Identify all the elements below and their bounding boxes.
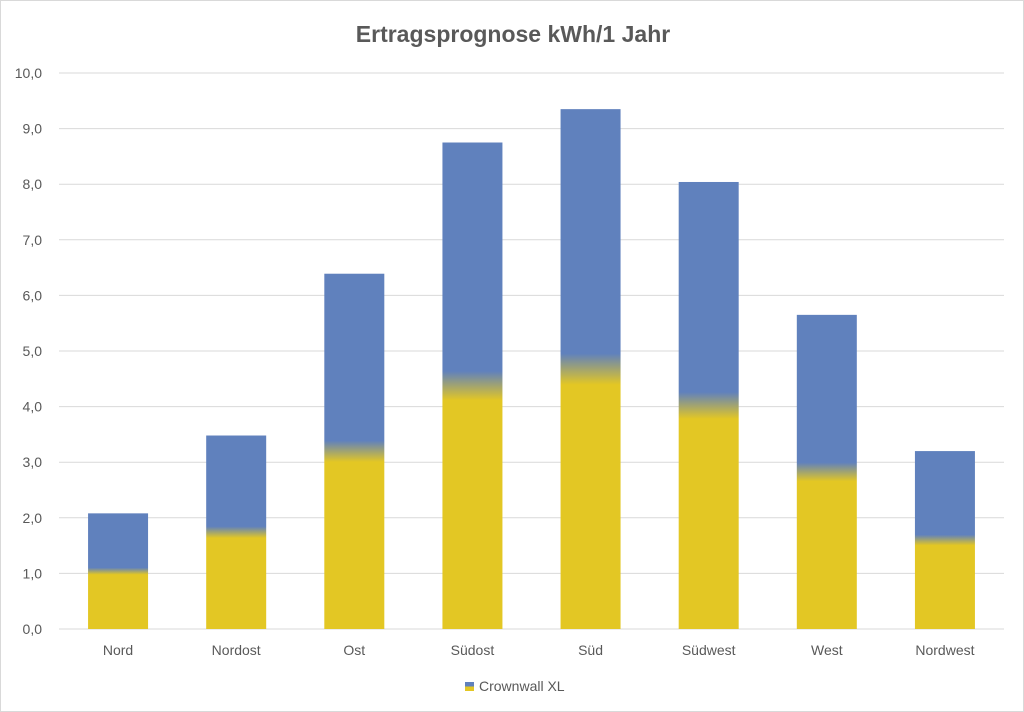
y-tick-label: 6,0 [23, 287, 43, 303]
bar-südost[interactable] [442, 142, 503, 630]
y-tick-label: 4,0 [23, 399, 43, 415]
y-tick-label: 10,0 [15, 65, 42, 81]
y-tick-label: 9,0 [23, 121, 43, 137]
bar-nordwest[interactable] [914, 451, 975, 629]
y-tick-label: 2,0 [23, 510, 43, 526]
y-tick-label: 5,0 [23, 343, 43, 359]
grid-layer [59, 72, 1004, 630]
x-tick-label: Südwest [682, 642, 736, 658]
y-axis-ticks: 0,0 1,0 2,0 3,0 4,0 5,0 6,0 7,0 8,0 9,0 10,0 [15, 65, 42, 637]
y-tick-label: 3,0 [23, 454, 43, 470]
x-axis-ticks: Nord Nordost Ost Südost Süd Südwest West Nordwe… [103, 642, 975, 658]
x-tick-label: Nord [103, 642, 133, 658]
y-tick-label: 8,0 [23, 176, 43, 192]
bar-südwest[interactable] [678, 181, 739, 629]
legend-swatch [465, 682, 474, 691]
bar-süd[interactable] [560, 109, 621, 629]
x-tick-label: Nordwest [915, 642, 974, 658]
bar-layer [88, 109, 975, 629]
bar-nord[interactable] [88, 513, 149, 629]
bar-ost[interactable] [324, 273, 385, 629]
bar-west[interactable] [796, 314, 857, 629]
x-tick-label: Süd [578, 642, 603, 658]
x-tick-label: Nordost [212, 642, 261, 658]
y-tick-label: 0,0 [23, 621, 43, 637]
x-tick-label: Ost [343, 642, 365, 658]
bar-nordost[interactable] [206, 435, 267, 629]
x-tick-label: Südost [451, 642, 495, 658]
chart-title: Ertragsprognose kWh/1 Jahr [356, 21, 670, 47]
legend-label: Crownwall XL [479, 678, 565, 694]
x-tick-label: West [811, 642, 843, 658]
y-tick-label: 7,0 [23, 232, 43, 248]
y-tick-label: 1,0 [23, 565, 43, 581]
legend[interactable]: Crownwall XL [465, 678, 565, 694]
